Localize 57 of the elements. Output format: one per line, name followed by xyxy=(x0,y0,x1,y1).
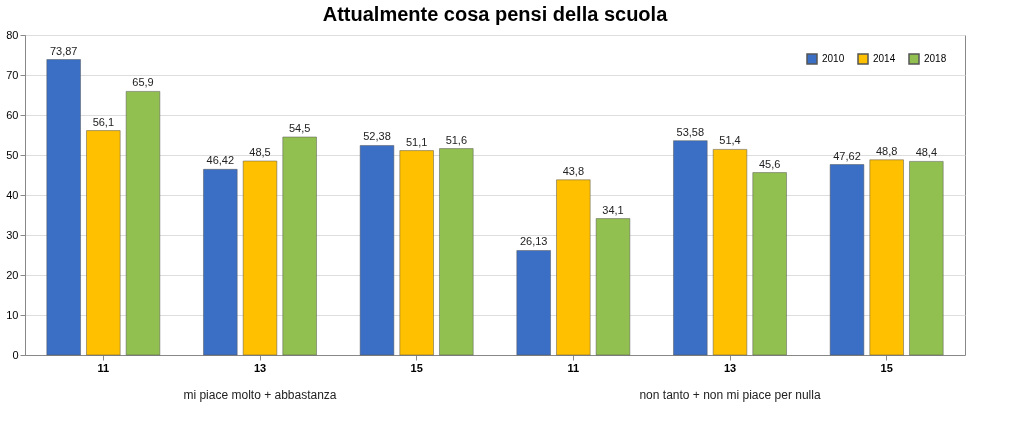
y-tick-label: 10 xyxy=(6,308,19,321)
x-tick-label: 13 xyxy=(253,361,267,374)
data-label: 51,1 xyxy=(405,135,428,148)
bar xyxy=(869,159,904,356)
bar xyxy=(203,169,238,356)
data-label: 53,58 xyxy=(676,125,705,138)
bar xyxy=(86,130,121,356)
bar xyxy=(712,149,748,356)
y-tick-label: 20 xyxy=(6,268,19,281)
bar xyxy=(673,140,708,356)
x-tick-label: 15 xyxy=(410,361,423,374)
x-tick-label: 13 xyxy=(723,361,737,374)
bar xyxy=(595,218,631,356)
bar xyxy=(909,161,944,356)
bar xyxy=(359,145,395,356)
text: mi piace molto + abbastanza xyxy=(183,388,337,402)
x-tick-label: 11 xyxy=(97,361,110,374)
legend-label: 2010 xyxy=(822,53,845,64)
bar xyxy=(516,250,551,356)
y-tick-label: 50 xyxy=(6,148,19,161)
data-label: 26,13 xyxy=(519,235,548,248)
bar xyxy=(125,91,161,356)
data-label: 48,8 xyxy=(875,144,898,157)
legend-label: 2018 xyxy=(924,53,947,64)
y-tick-label: 80 xyxy=(6,28,19,41)
data-label: 47,62 xyxy=(833,149,861,162)
data-label: 34,1 xyxy=(602,203,624,216)
bar xyxy=(46,59,81,356)
y-tick-label: 30 xyxy=(6,228,19,241)
y-tick-label: 60 xyxy=(6,108,19,121)
bar xyxy=(399,150,434,356)
bar xyxy=(556,179,591,356)
x-tick-label: 11 xyxy=(567,361,580,374)
data-label: 73,87 xyxy=(49,44,78,57)
legend-label: 2014 xyxy=(873,53,896,64)
data-label: 52,38 xyxy=(363,130,391,143)
text: non tanto + non mi piace per nulla xyxy=(639,388,821,402)
y-tick-label: 0 xyxy=(12,348,19,361)
data-label: 45,6 xyxy=(758,157,781,170)
x-tick-label: 15 xyxy=(880,361,893,374)
data-label: 46,42 xyxy=(206,154,235,167)
data-label: 51,4 xyxy=(719,134,741,147)
data-label: 54,5 xyxy=(288,122,311,134)
data-label: 51,6 xyxy=(445,133,468,146)
data-label: 43,8 xyxy=(562,164,585,177)
data-label: 48,4 xyxy=(915,146,938,159)
bar xyxy=(829,164,865,356)
y-tick-label: 70 xyxy=(6,68,19,81)
data-label: 56,1 xyxy=(92,115,115,128)
bar xyxy=(752,172,787,356)
chart-title: Attualmente cosa pensi della scuola xyxy=(322,3,669,25)
bar xyxy=(242,160,278,356)
data-label: 65,9 xyxy=(132,76,154,89)
data-label: 48,5 xyxy=(249,146,271,158)
y-tick-label: 40 xyxy=(6,188,19,201)
bar xyxy=(439,148,474,356)
bar xyxy=(282,136,317,356)
